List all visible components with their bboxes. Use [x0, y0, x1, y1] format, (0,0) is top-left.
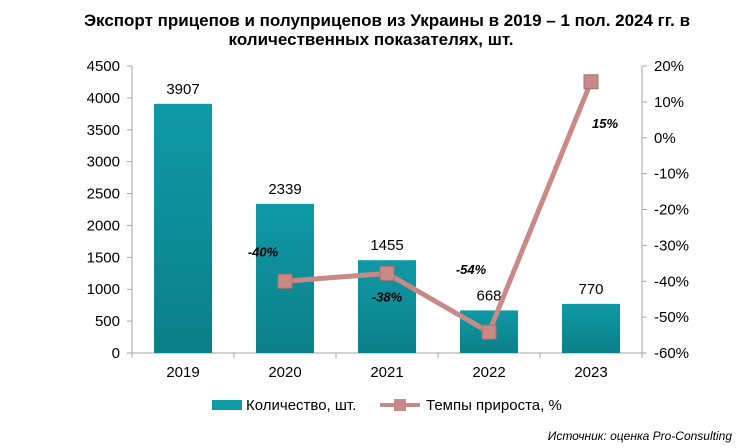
left-axis-tick-label: 1000: [87, 281, 120, 298]
legend-bar-swatch: [212, 400, 242, 410]
bar-data-label: 668: [476, 287, 501, 304]
growth-data-label: -40%: [248, 244, 279, 259]
right-axis-tick-label: -10%: [654, 166, 689, 183]
legend-bar-label: Количество, шт.: [246, 397, 356, 414]
right-axis-tick-label: -50%: [654, 309, 689, 326]
right-axis-tick-label: -30%: [654, 237, 689, 254]
bar-data-label: 770: [578, 281, 603, 298]
x-axis-tick-label: 2022: [472, 364, 505, 381]
chart-title-line1: Экспорт прицепов и полуприцепов из Украи…: [84, 11, 690, 30]
growth-marker: [583, 74, 599, 90]
growth-marker: [481, 324, 497, 340]
right-axis-tick-label: 20%: [654, 58, 684, 75]
right-axis-tick-label: -60%: [654, 345, 689, 362]
growth-data-label: -54%: [456, 262, 487, 277]
x-axis-tick-label: 2019: [166, 364, 199, 381]
x-axis-tick-label: 2023: [574, 364, 607, 381]
left-axis-tick-label: 1500: [87, 249, 120, 266]
growth-data-label: -38%: [372, 289, 403, 304]
legend-line-label: Темпы прироста, %: [426, 397, 562, 414]
left-axis-tick-label: 500: [95, 313, 120, 330]
growth-line: [282, 79, 594, 335]
left-axis-tick-label: 4000: [87, 90, 120, 107]
left-axis-tick-label: 4500: [87, 58, 120, 75]
growth-data-label: 15%: [592, 116, 618, 131]
growth-marker: [277, 273, 293, 289]
legend: Количество, шт. Темпы прироста, %: [212, 397, 562, 414]
right-axis-tick-label: 10%: [654, 94, 684, 111]
left-axis-tick-label: 3000: [87, 154, 120, 171]
bar-data-label: 2339: [268, 181, 301, 198]
right-axis-tick-label: -40%: [654, 273, 689, 290]
left-axis-tick-label: 2500: [87, 186, 120, 203]
growth-marker: [379, 265, 395, 281]
bar: [154, 103, 212, 353]
legend-line-marker: [394, 399, 406, 411]
source-note: Источник: оценка Pro-Consulting: [548, 429, 733, 443]
x-axis-tick-label: 2020: [268, 364, 301, 381]
right-axis-tick-label: -20%: [654, 202, 689, 219]
left-axis-tick-label: 0: [112, 345, 120, 362]
x-axis-tick-label: 2021: [370, 364, 403, 381]
bar-data-label: 1455: [370, 237, 403, 254]
left-axis-tick-label: 3500: [87, 122, 120, 139]
chart-title-line2: количественных показателях, шт.: [229, 30, 514, 49]
right-axis-tick-label: 0%: [654, 130, 676, 147]
plot-area: 0 500 1000 1500 2000 2500 3000 3500 4000 4500 20% 1…: [87, 58, 689, 381]
bar-data-label: 3907: [166, 81, 199, 98]
bar: [562, 303, 620, 353]
left-axis-tick-label: 2000: [87, 217, 120, 234]
